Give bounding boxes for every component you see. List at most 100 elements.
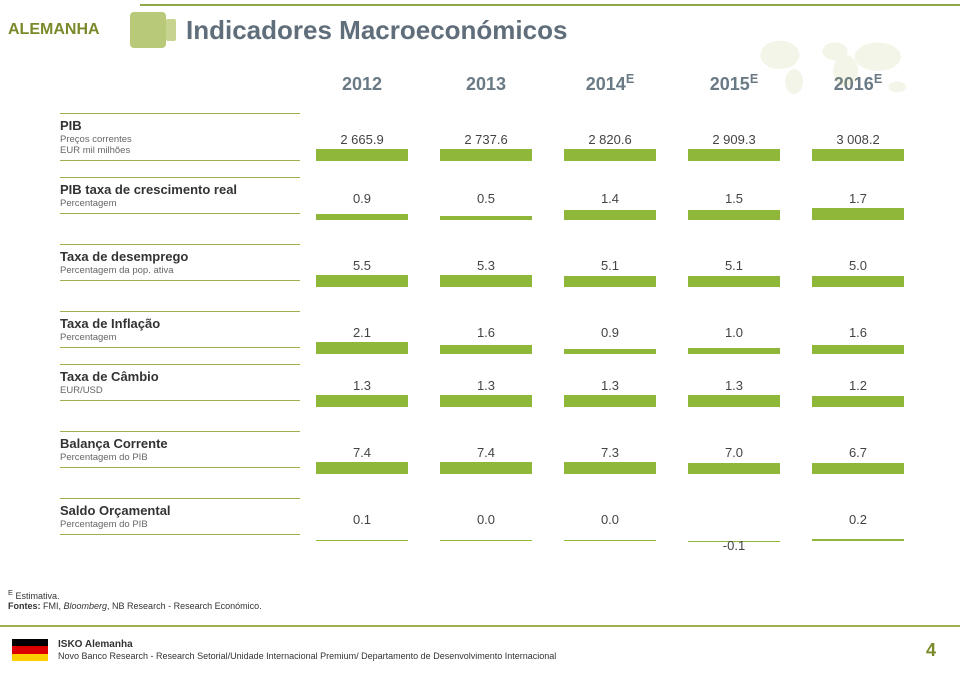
bar [440,540,532,541]
bar [440,275,532,287]
bar [316,149,408,161]
indicator-title: Taxa de desemprego [60,249,300,265]
value-label: 1.6 [477,325,495,340]
bar [812,276,904,287]
indicator-subtitle: Percentagem [60,198,300,209]
indicator-row: Taxa de CâmbioEUR/USD1.31.31.31.31.2 [60,364,920,411]
bar [564,395,656,407]
bar [440,345,532,354]
bar-wrap [812,149,904,161]
page-title: Indicadores Macroeconómicos [186,15,567,46]
value-cell: 5.1 [548,249,672,287]
indicator-subtitle: Percentagem [60,332,300,343]
footer-text: ISKO Alemanha Novo Banco Research - Rese… [58,638,926,663]
bar-wrap [812,208,904,220]
value-cell: 1.2 [796,369,920,407]
indicator-label: Balança CorrentePercentagem do PIB [60,431,300,468]
value-label: 2 820.6 [588,132,631,147]
indicator-row: Taxa de InflaçãoPercentagem2.11.60.91.01… [60,311,920,358]
bar [564,210,656,220]
bar [316,540,408,541]
country-label: ALEMANHA [0,21,130,39]
value-label: 1.3 [477,378,495,393]
value-label: 0.0 [477,512,495,527]
value-label: -0.1 [723,538,745,553]
indicator-label: Taxa de CâmbioEUR/USD [60,364,300,401]
value-cell: 1.6 [424,316,548,354]
value-label: 1.4 [601,191,619,206]
title-row: Indicadores Macroeconómicos [130,12,567,48]
value-label: 2 665.9 [340,132,383,147]
bar-wrap [812,462,904,474]
value-label: 7.4 [477,445,495,460]
value-label: 0.9 [353,191,371,206]
bar-wrap [440,275,532,287]
header-accent [140,0,960,6]
value-cell: 1.5 [672,182,796,220]
bar [440,216,532,220]
value-label: 5.5 [353,258,371,273]
bar [564,540,656,541]
indicator-subtitle: EUR/USD [60,385,300,396]
value-cell: 0.9 [300,182,424,220]
value-cell: 7.4 [300,436,424,474]
value-label: 6.7 [849,445,867,460]
bar [316,275,408,287]
value-cell: 7.0 [672,436,796,474]
value-cell: 1.6 [796,316,920,354]
bar [564,276,656,287]
footer: ISKO Alemanha Novo Banco Research - Rese… [0,625,960,673]
value-label: 7.0 [725,445,743,460]
value-cell: 2 820.6 [548,123,672,161]
value-cell: 2 737.6 [424,123,548,161]
indicator-title: Taxa de Inflação [60,316,300,332]
value-label: 2 909.3 [712,132,755,147]
value-cell: 5.3 [424,249,548,287]
value-cell: 1.0 [672,316,796,354]
indicator-subtitle: Percentagem da pop. ativa [60,265,300,276]
indicator-title: PIB [60,118,300,134]
indicator-title: PIB taxa de crescimento real [60,182,300,198]
indicator-subtitle: Preços correntes [60,134,300,145]
indicator-subtitle: Percentagem do PIB [60,519,300,530]
indicator-label: PIB taxa de crescimento realPercentagem [60,177,300,214]
bar-wrap [688,395,780,407]
value-label: 1.3 [725,378,743,393]
bar-wrap [812,395,904,407]
bar-wrap [316,395,408,407]
indicator-row: Saldo OrçamentalPercentagem do PIB0.10.0… [60,498,920,545]
indicator-title: Saldo Orçamental [60,503,300,519]
indicator-row: Balança CorrentePercentagem do PIB 7.4 7.4… [60,431,920,478]
value-label: 0.9 [601,325,619,340]
bar [688,210,780,220]
value-cell: -0.1 [672,503,796,541]
bar-wrap [564,462,656,474]
value-label: 2.1 [353,325,371,340]
bar-wrap [316,462,408,474]
indicator-label: Taxa de desempregoPercentagem da pop. at… [60,244,300,281]
value-cell: 0.5 [424,182,548,220]
indicator-row: PIBPreços correntesEUR mil milhões2 665.… [60,113,920,171]
value-label: 5.3 [477,258,495,273]
value-label: 7.4 [353,445,371,460]
bar [564,149,656,161]
world-map-decoration [740,30,930,110]
value-label: 7.3 [601,445,619,460]
indicator-label: Taxa de InflaçãoPercentagem [60,311,300,348]
value-cell: 2.1 [300,316,424,354]
bar [688,149,780,161]
bar-wrap [688,342,780,354]
bar-wrap [688,149,780,161]
value-label: 1.3 [601,378,619,393]
bar [316,395,408,407]
bar [812,539,904,541]
value-cell: 5.1 [672,249,796,287]
value-cell: 2 909.3 [672,123,796,161]
bar-wrap [440,149,532,161]
title-decoration-2 [166,19,176,41]
bar-wrap [564,208,656,220]
value-cell: 1.4 [548,182,672,220]
bar-wrap [440,462,532,474]
value-cell: 0.0 [424,503,548,541]
bar [440,149,532,161]
